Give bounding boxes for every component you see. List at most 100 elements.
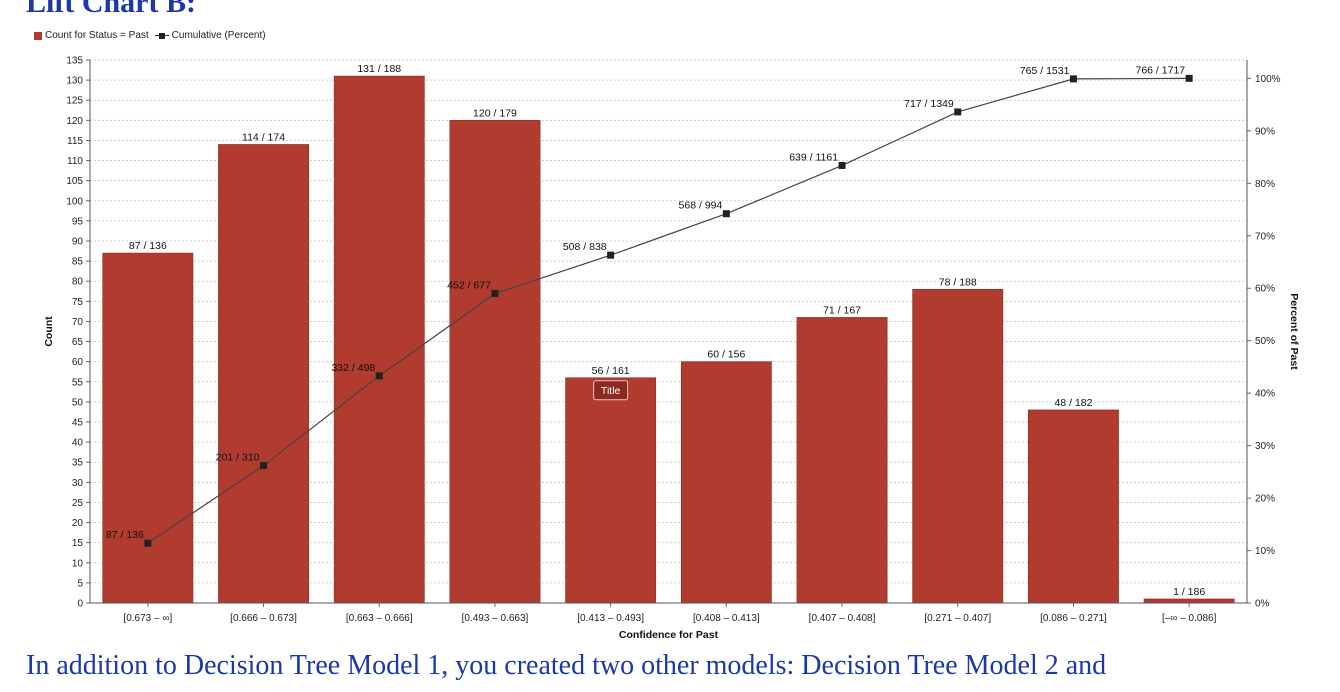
x-tick-label: [0.493 – 0.663] <box>462 613 529 624</box>
y-axis-title: Count <box>43 316 55 347</box>
cumulative-label: 765 / 1531 <box>1020 65 1070 77</box>
y-tick-label: 80 <box>72 277 84 288</box>
cumulative-label: 568 / 994 <box>679 200 723 212</box>
y2-tick-label: 70% <box>1255 231 1275 242</box>
lift-chart: 0 5 10 15 20 25 30 35 40 45 50 55 60 65 70 75 80 85 90 95 10… <box>43 56 1300 642</box>
cumulative-point <box>722 210 730 218</box>
y-tick-label: 85 <box>72 257 84 268</box>
x-tick-label: [0.673 – ∞] <box>123 613 172 624</box>
y-tick-label: 70 <box>72 317 84 328</box>
cumulative-point <box>144 539 152 547</box>
x-tick-label: [0.086 – 0.271] <box>1040 613 1107 624</box>
y-tick-label: 35 <box>72 458 84 469</box>
cumulative-line-group <box>144 74 1193 547</box>
cumulative-point <box>491 289 499 297</box>
axes: 0 5 10 15 20 25 30 35 40 45 50 55 60 65 70 75 80 85 90 95 10… <box>43 56 1300 642</box>
bar <box>449 120 541 604</box>
line-legend-swatch <box>154 32 169 40</box>
y-tick-label: 5 <box>77 578 83 589</box>
y-tick-label: 65 <box>72 337 84 348</box>
cumulative-point <box>1069 75 1077 83</box>
x-axis-title: Confidence for Past <box>619 629 719 641</box>
cumulative-label: 508 / 838 <box>563 241 607 253</box>
chart-legend: Count for Status = Past Cumulative (Perc… <box>34 30 266 41</box>
y-tick-label: 60 <box>72 357 84 368</box>
x-tick-label: [0.413 – 0.493] <box>577 613 644 624</box>
y-tick-label: 30 <box>72 478 84 489</box>
y-tick-label: 45 <box>72 418 84 429</box>
title-tooltip[interactable]: Title <box>593 380 629 401</box>
y-tick-label: 110 <box>67 156 83 167</box>
cumulative-point <box>838 161 846 169</box>
y2-tick-label: 20% <box>1255 494 1275 505</box>
y2-tick-label: 80% <box>1255 179 1275 190</box>
bar-value-label: 1 / 186 <box>1173 586 1205 598</box>
chart-heading: Lift Chart B: <box>26 0 196 19</box>
x-tick-label: [0.666 – 0.673] <box>230 613 297 624</box>
y-tick-label: 125 <box>66 96 83 107</box>
bar <box>102 252 194 604</box>
y2-tick-label: 10% <box>1255 546 1275 557</box>
bar <box>912 288 1004 604</box>
y-tick-label: 20 <box>72 518 84 529</box>
x-tick-label: [0.271 – 0.407] <box>924 613 991 624</box>
cumulative-label: 452 / 677 <box>447 279 491 291</box>
cumulative-label: 332 / 498 <box>331 362 375 374</box>
y2-tick-label: 30% <box>1255 441 1275 452</box>
cumulative-label: 87 / 136 <box>106 529 144 541</box>
x-tick-label: [–∞ – 0.086] <box>1162 613 1217 624</box>
bar <box>565 377 657 604</box>
cumulative-point <box>1185 74 1193 82</box>
y-tick-label: 25 <box>72 498 84 509</box>
y-tick-label: 0 <box>77 599 83 610</box>
cumulative-point <box>954 108 962 116</box>
y2-tick-label: 50% <box>1255 336 1275 347</box>
bar-value-label: 78 / 188 <box>939 276 977 288</box>
cumulative-line <box>147 77 1190 544</box>
y2-axis-title: Percent of Past <box>1288 293 1300 370</box>
y-tick-label: 105 <box>66 176 83 187</box>
bar-value-label: 56 / 161 <box>592 365 630 377</box>
y-tick-label: 10 <box>72 558 84 569</box>
bar-legend-label: Count for Status = Past <box>45 30 149 41</box>
tooltip-box <box>593 380 629 401</box>
bar-value-label: 48 / 182 <box>1054 397 1092 409</box>
cumulative-label: 717 / 1349 <box>904 98 954 110</box>
tooltip-text: Title <box>601 385 621 397</box>
bar-value-label: 87 / 136 <box>129 240 167 252</box>
cumulative-label: 766 / 1717 <box>1136 64 1186 76</box>
bar-value-label: 131 / 188 <box>357 63 401 75</box>
y-tick-label: 135 <box>66 56 83 67</box>
line-legend-label: Cumulative (Percent) <box>171 30 266 41</box>
data-labels: 87 / 136 114 / 174 131 / 188 120 / 179 56 / … <box>106 63 1205 598</box>
bar-value-label: 71 / 167 <box>823 304 861 316</box>
cumulative-point <box>260 462 268 470</box>
footer-text: In addition to Decision Tree Model 1, yo… <box>26 650 1107 681</box>
bar <box>1143 598 1235 604</box>
bar-value-label: 120 / 179 <box>473 107 517 119</box>
y-tick-label: 90 <box>72 237 84 248</box>
x-tick-label: [0.663 – 0.666] <box>346 613 413 624</box>
y-tick-label: 50 <box>72 397 84 408</box>
y-tick-label: 130 <box>66 76 83 87</box>
cumulative-point <box>375 372 383 380</box>
bar <box>796 317 888 604</box>
y-tick-label: 40 <box>72 438 84 449</box>
bar <box>680 361 772 604</box>
cumulative-point <box>607 251 615 259</box>
x-tick-label: [0.408 – 0.413] <box>693 613 760 624</box>
bars <box>102 75 1235 604</box>
y-tick-label: 55 <box>72 377 84 388</box>
y2-tick-label: 60% <box>1255 284 1275 295</box>
bar <box>333 75 425 604</box>
y-tick-label: 15 <box>72 538 84 549</box>
cumulative-label: 639 / 1161 <box>789 151 838 163</box>
cumulative-label: 201 / 310 <box>216 452 260 464</box>
x-tick-label: [0.407 – 0.408] <box>809 613 876 624</box>
y2-tick-label: 100% <box>1255 74 1281 85</box>
y-tick-label: 95 <box>72 216 84 227</box>
bar <box>1028 409 1119 604</box>
tooltip[interactable]: Title <box>593 380 629 401</box>
bar <box>218 144 309 604</box>
bar-legend-swatch <box>34 31 42 40</box>
